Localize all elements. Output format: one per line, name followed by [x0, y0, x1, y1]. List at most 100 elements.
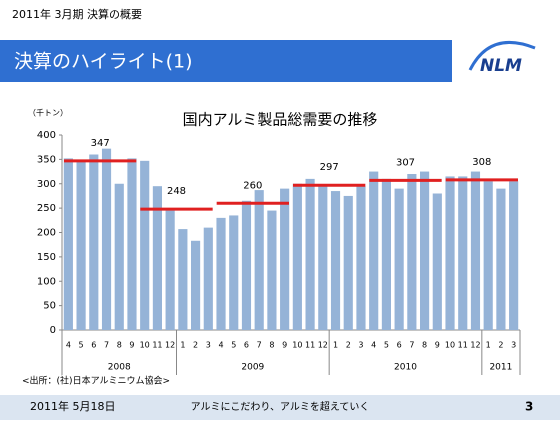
bar: [101, 148, 112, 330]
x-tick-label: 3: [358, 341, 363, 350]
bar: [407, 174, 417, 330]
source: <出所：(社)日本アルミニウム協会>: [22, 375, 170, 387]
average-label: 347: [91, 138, 110, 149]
x-tick-label: 12: [318, 341, 328, 350]
year-label: 2010: [394, 363, 417, 373]
bar: [432, 193, 442, 330]
bar: [216, 217, 226, 330]
average-label: 307: [396, 157, 415, 168]
bar: [496, 188, 506, 330]
y-tick-label: 350: [37, 154, 56, 165]
y-tick-label: 400: [37, 130, 56, 141]
bar: [241, 200, 252, 330]
bar: [509, 181, 519, 330]
y-tick-label: 250: [37, 203, 56, 214]
bar: [76, 160, 86, 330]
x-tick-label: 9: [435, 341, 440, 350]
bar: [381, 178, 391, 330]
bar: [152, 186, 162, 330]
x-tick-label: 6: [91, 341, 96, 350]
slide-title: 決算のハイライト(1): [14, 51, 193, 73]
x-tick-label: 9: [129, 341, 134, 350]
x-tick-label: 12: [165, 341, 175, 350]
y-tick-label: 300: [37, 179, 56, 190]
x-tick-label: 3: [511, 341, 516, 350]
x-tick-label: 4: [218, 341, 223, 350]
bar: [330, 191, 341, 330]
bar: [127, 158, 137, 330]
logo: NLM: [480, 56, 522, 76]
x-tick-label: 8: [117, 341, 122, 350]
x-tick-label: 8: [422, 341, 427, 350]
footer-bar: [0, 395, 560, 420]
y-unit: （千トン）: [28, 108, 68, 118]
bar: [140, 160, 150, 330]
x-tick-label: 10: [292, 341, 302, 350]
bar: [356, 186, 366, 330]
bar: [229, 215, 239, 330]
bar: [203, 227, 213, 330]
year-label: 2011: [489, 363, 512, 373]
bar: [470, 171, 481, 330]
y-tick-label: 150: [37, 252, 56, 263]
bar: [458, 176, 468, 330]
average-label: 260: [243, 180, 262, 191]
bar: [420, 171, 430, 330]
average-label: 308: [472, 157, 491, 168]
page-number: 3: [525, 400, 533, 414]
bar: [445, 176, 455, 330]
year-label: 2008: [108, 363, 131, 373]
bar: [114, 183, 124, 330]
y-tick-label: 100: [37, 276, 56, 287]
x-tick-label: 5: [231, 341, 236, 350]
x-tick-label: 4: [371, 341, 376, 350]
bar: [292, 183, 302, 330]
x-tick-label: 9: [282, 341, 287, 350]
bar: [483, 181, 493, 330]
logo-arc: [468, 40, 536, 71]
bar: [178, 229, 188, 330]
bar: [191, 240, 201, 330]
bar: [63, 158, 73, 330]
x-tick-label: 10: [445, 341, 455, 350]
x-tick-label: 3: [206, 341, 211, 350]
y-tick-label: 200: [37, 228, 56, 239]
x-tick-label: 7: [104, 341, 109, 350]
bar: [305, 178, 315, 330]
x-tick-label: 5: [384, 341, 389, 350]
bar: [369, 171, 379, 330]
x-tick-label: 2: [498, 341, 503, 350]
bar: [343, 195, 353, 330]
x-tick-label: 1: [486, 341, 491, 350]
x-tick-label: 12: [470, 341, 480, 350]
x-tick-label: 11: [305, 341, 315, 350]
bar: [267, 210, 277, 330]
bar: [280, 188, 290, 330]
y-tick-label: 50: [43, 301, 56, 312]
x-tick-label: 7: [409, 341, 414, 350]
x-tick-label: 11: [458, 341, 468, 350]
x-tick-label: 2: [346, 341, 351, 350]
x-tick-label: 4: [66, 341, 71, 350]
x-tick-label: 7: [257, 341, 262, 350]
title-bar: [0, 40, 452, 82]
average-label: 297: [320, 162, 339, 173]
x-tick-label: 6: [244, 341, 249, 350]
y-tick-label: 0: [50, 325, 56, 336]
bar: [89, 154, 99, 330]
bar: [254, 190, 264, 330]
x-tick-label: 2: [193, 341, 198, 350]
bar: [318, 185, 328, 330]
bar: [165, 210, 175, 330]
header-period: 2011年 3月期 決算の概要: [12, 7, 142, 21]
x-tick-label: 5: [79, 341, 84, 350]
x-tick-label: 1: [333, 341, 338, 350]
chart-title: 国内アルミ製品総需要の推移: [183, 111, 378, 129]
x-tick-label: 1: [180, 341, 185, 350]
x-tick-label: 6: [397, 341, 402, 350]
x-tick-label: 8: [269, 341, 274, 350]
average-label: 248: [167, 186, 186, 197]
x-tick-label: 10: [140, 341, 150, 350]
bar: [394, 188, 404, 330]
